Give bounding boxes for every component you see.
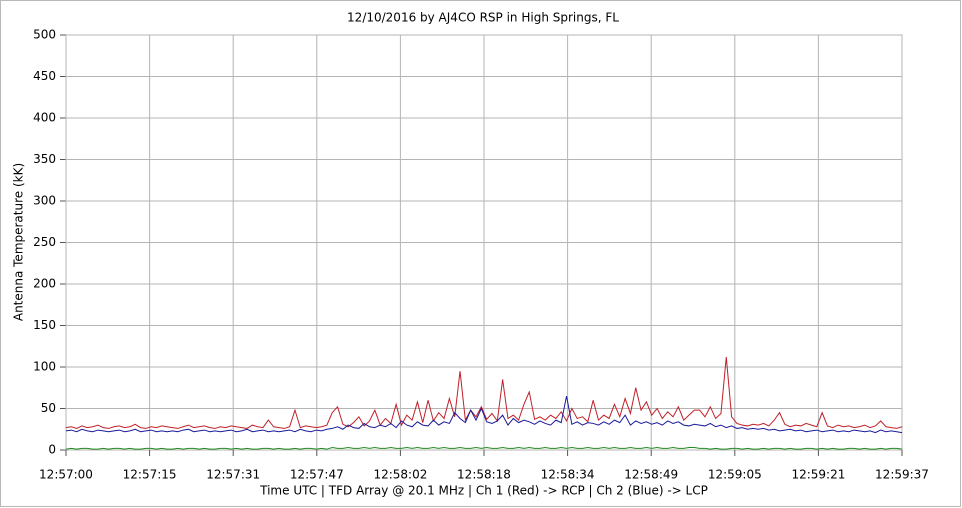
x-tick-label: 12:58:34 [541,468,595,482]
x-tick-label: 12:59:37 [875,468,929,482]
y-tick-label: 350 [33,152,56,166]
x-tick-label: 12:57:47 [290,468,344,482]
y-tick-label: 300 [33,194,56,208]
y-tick-label: 100 [33,360,56,374]
y-tick-label: 200 [33,277,56,291]
y-tick-label: 250 [33,235,56,249]
x-tick-label: 12:59:21 [791,468,845,482]
x-tick-label: 12:57:15 [123,468,177,482]
y-tick-label: 500 [33,28,56,42]
series-line [65,395,903,434]
x-tick-label: 12:58:49 [624,468,678,482]
x-tick-label: 12:57:31 [206,468,260,482]
x-tick-label: 12:58:02 [373,468,427,482]
y-axis-label: Antenna Temperature (kK) [12,163,26,321]
series-line [65,446,903,450]
series-line [65,356,903,429]
x-axis-label: Time UTC | TFD Array @ 20.1 MHz | Ch 1 (… [259,484,708,498]
chart-title: 12/10/2016 by AJ4CO RSP in High Springs,… [347,11,619,25]
y-tick-label: 0 [48,443,56,457]
x-tick-label: 12:59:05 [708,468,762,482]
x-tick-label: 12:57:00 [39,468,93,482]
y-tick-label: 450 [33,69,56,83]
y-tick-label: 50 [41,401,56,415]
x-tick-label: 12:58:18 [457,468,511,482]
y-tick-label: 150 [33,318,56,332]
y-tick-label: 400 [33,111,56,125]
